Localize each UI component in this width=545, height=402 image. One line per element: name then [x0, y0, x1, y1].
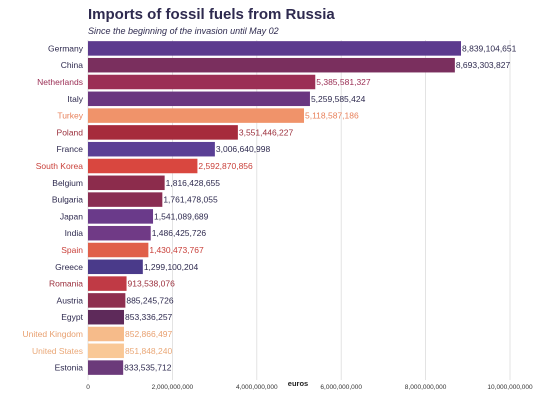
x-tick-label: 2,000,000,000 — [152, 384, 194, 391]
category-label: France — [57, 144, 84, 154]
value-label: 913,538,076 — [128, 279, 176, 289]
chart-subtitle: Since the beginning of the invasion unti… — [88, 26, 279, 36]
value-label: 1,299,100,204 — [144, 262, 199, 272]
bars — [88, 41, 462, 375]
value-label: 1,761,478,055 — [163, 195, 218, 205]
category-label: Bulgaria — [52, 195, 83, 205]
value-label: 3,006,640,998 — [216, 144, 271, 154]
category-label: Poland — [57, 127, 84, 137]
category-label: India — [65, 228, 84, 238]
value-label: 851,848,240 — [125, 346, 173, 356]
value-label: 1,430,473,767 — [149, 245, 204, 255]
value-label: 852,866,497 — [125, 329, 173, 339]
x-axis-label: euros — [288, 379, 308, 388]
category-label: Italy — [67, 94, 83, 104]
category-label: Netherlands — [37, 77, 83, 87]
category-label: Greece — [55, 262, 83, 272]
category-label: United Kingdom — [23, 329, 83, 339]
bar — [88, 209, 154, 224]
category-label: Estonia — [55, 363, 84, 373]
bar — [88, 57, 455, 73]
bar — [88, 158, 198, 174]
category-label: South Korea — [36, 161, 84, 171]
bar — [88, 259, 143, 275]
category-label: Romania — [49, 279, 83, 289]
value-label: 5,385,581,327 — [316, 77, 371, 87]
bar — [88, 175, 165, 191]
x-tick-label: 6,000,000,000 — [320, 384, 362, 391]
bar — [88, 293, 126, 308]
bar — [88, 343, 124, 359]
value-label: 2,592,870,856 — [198, 161, 253, 171]
bar — [88, 74, 316, 90]
value-labels: 8,839,104,651 8,693,303,827 5,385,581,327 5… — [124, 43, 516, 372]
value-label: 5,118,587,186 — [305, 111, 359, 121]
bar — [88, 225, 151, 241]
value-label: 1,486,425,726 — [152, 228, 207, 238]
category-label: Japan — [60, 211, 83, 221]
category-label: Austria — [57, 295, 84, 305]
value-label: 1,816,428,655 — [166, 178, 221, 188]
x-tick-label: 10,000,000,000 — [487, 384, 533, 391]
category-label: Egypt — [61, 312, 83, 322]
bar — [88, 242, 149, 258]
value-label: 5,259,585,424 — [311, 94, 366, 104]
value-label: 3,551,446,227 — [239, 127, 294, 137]
bar — [88, 360, 124, 375]
x-tick-label: 0 — [86, 384, 90, 391]
bar — [88, 141, 215, 157]
value-label: 8,839,104,651 — [462, 43, 517, 53]
bar — [88, 91, 310, 107]
bar — [88, 309, 125, 325]
bar — [88, 276, 127, 291]
category-label: Belgium — [52, 178, 83, 188]
bar — [88, 125, 238, 140]
bar — [88, 326, 124, 342]
category-label: Turkey — [57, 111, 83, 121]
category-label: Spain — [61, 245, 83, 255]
x-axis-ticks: 0 2,000,000,000 4,000,000,000 6,000,000,000… — [86, 384, 533, 391]
value-label: 853,336,257 — [125, 312, 173, 322]
bar — [88, 41, 462, 56]
x-tick-label: 4,000,000,000 — [236, 384, 278, 391]
category-label: China — [61, 60, 83, 70]
value-label: 833,535,712 — [124, 363, 172, 373]
category-labels: Germany China Netherlands Italy Turkey Poland… — [23, 43, 84, 372]
bar — [88, 192, 163, 207]
category-label: United States — [32, 346, 83, 356]
bar — [88, 108, 305, 123]
chart-title: Imports of fossil fuels from Russia — [88, 6, 335, 23]
value-label: 1,541,089,689 — [154, 211, 209, 221]
value-label: 885,245,726 — [126, 295, 174, 305]
x-tick-label: 8,000,000,000 — [405, 384, 447, 391]
value-label: 8,693,303,827 — [456, 60, 511, 70]
category-label: Germany — [48, 43, 84, 53]
